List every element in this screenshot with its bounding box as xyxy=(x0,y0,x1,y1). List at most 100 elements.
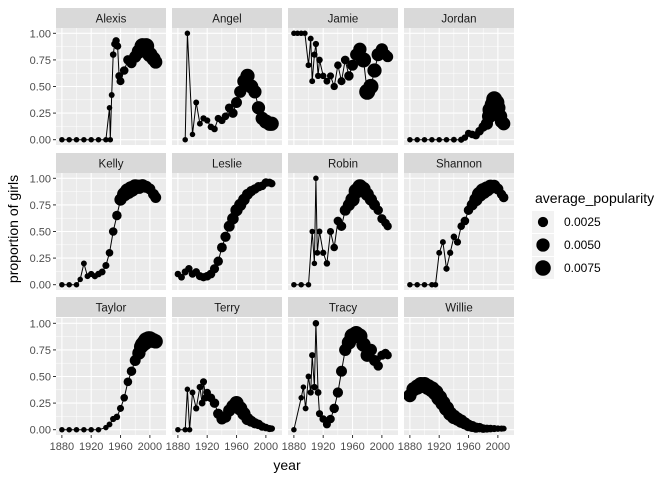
data-point xyxy=(305,373,312,380)
facet-panels: Alexis Angel Jamie Jordan Kelly Leslie Robin Sh… xyxy=(56,8,514,435)
data-point xyxy=(291,426,297,433)
data-point xyxy=(298,281,304,288)
facet-strip xyxy=(288,297,398,317)
legend-key-circle xyxy=(537,216,549,228)
data-point xyxy=(336,365,347,377)
data-point xyxy=(414,136,420,143)
data-point xyxy=(316,56,323,64)
data-point xyxy=(189,131,196,138)
data-point xyxy=(323,77,331,85)
data-point xyxy=(193,99,200,106)
data-point xyxy=(119,66,129,75)
y-tick-label: 0.75 xyxy=(30,345,51,357)
series-group xyxy=(404,377,507,433)
facet-title: Taylor xyxy=(96,303,127,315)
data-point xyxy=(199,378,208,386)
data-point xyxy=(311,383,318,391)
y-tick-label: 1.00 xyxy=(30,28,51,40)
x-tick-label: 2000 xyxy=(370,441,394,453)
facet-panel: Taylor xyxy=(56,297,166,435)
data-point xyxy=(182,136,188,143)
facet-title: Tracy xyxy=(329,303,358,315)
data-point xyxy=(234,85,247,98)
data-point xyxy=(228,108,238,118)
data-point xyxy=(106,105,113,111)
y-tick-label: 0.75 xyxy=(30,55,51,67)
data-point xyxy=(184,30,191,37)
data-point xyxy=(337,77,346,86)
facet-strip xyxy=(288,8,398,28)
data-point xyxy=(450,233,458,241)
data-point xyxy=(436,249,443,256)
data-point xyxy=(443,265,450,272)
data-point xyxy=(500,425,507,432)
series-group xyxy=(291,175,392,288)
data-point xyxy=(59,426,65,433)
x-tick-label: 1920 xyxy=(79,441,103,453)
data-point xyxy=(204,117,211,124)
data-point xyxy=(436,136,442,143)
data-point xyxy=(300,384,307,390)
data-point xyxy=(193,405,200,412)
facet-title: Robin xyxy=(328,159,358,171)
data-point xyxy=(196,383,204,391)
x-axis-tick-labels: 1880 1920 1960 2000 1880 1920 1960 2000 1880 1920… xyxy=(50,435,510,453)
x-tick-label: 1920 xyxy=(311,441,335,453)
data-point xyxy=(81,136,87,143)
data-point xyxy=(326,72,335,80)
data-point xyxy=(196,120,203,127)
data-point xyxy=(323,260,331,267)
data-point xyxy=(98,268,106,276)
facet-panel: Angel xyxy=(172,8,282,145)
data-point xyxy=(429,136,435,143)
data-point xyxy=(148,334,163,349)
data-point xyxy=(312,40,320,48)
data-point xyxy=(320,249,327,256)
data-point xyxy=(373,205,383,215)
x-tick-label: 1880 xyxy=(166,441,190,453)
facet-strip xyxy=(172,8,282,28)
x-tick-label: 1920 xyxy=(195,441,219,453)
size-legend: average_popularity 0.0025 0.0050 0.0075 xyxy=(532,190,654,279)
data-point xyxy=(113,413,121,421)
legend-item-label: 0.0025 xyxy=(564,215,601,229)
data-point xyxy=(315,410,324,418)
data-point xyxy=(314,389,322,396)
facet-panel: Leslie xyxy=(172,153,282,290)
data-point xyxy=(407,281,413,288)
data-point xyxy=(314,249,321,256)
data-point xyxy=(116,404,125,412)
facet-strip xyxy=(56,8,166,28)
facet-panel: Jordan xyxy=(404,8,514,145)
facet-title: Alexis xyxy=(96,14,127,26)
data-point xyxy=(77,276,83,283)
data-point xyxy=(311,260,318,267)
series-group xyxy=(291,30,394,100)
data-point xyxy=(330,82,338,91)
y-tick-label: 0.50 xyxy=(30,82,51,94)
x-tick-label: 1960 xyxy=(340,441,364,453)
data-point xyxy=(334,61,342,69)
facet-panel: Kelly xyxy=(56,153,166,290)
data-point xyxy=(497,117,511,131)
data-point xyxy=(291,281,297,288)
data-point xyxy=(312,320,320,327)
x-tick-label: 1920 xyxy=(427,441,451,453)
data-point xyxy=(307,389,314,396)
data-point xyxy=(116,77,125,86)
data-point xyxy=(103,136,109,143)
x-tick-label: 2000 xyxy=(138,441,162,453)
facet-panel: Jamie xyxy=(288,8,398,145)
data-point xyxy=(59,136,65,143)
data-point xyxy=(175,426,181,433)
facet-panel: Tracy xyxy=(288,297,398,435)
facet-panel: Willie xyxy=(404,297,514,435)
facet-strip xyxy=(56,153,166,173)
series-group xyxy=(407,91,511,143)
data-point xyxy=(120,394,128,402)
data-point xyxy=(186,426,193,433)
y-axis-title: proportion of girls xyxy=(5,175,21,283)
data-point xyxy=(88,426,94,433)
data-point xyxy=(336,221,347,231)
legend-item-label: 0.0075 xyxy=(564,261,601,275)
